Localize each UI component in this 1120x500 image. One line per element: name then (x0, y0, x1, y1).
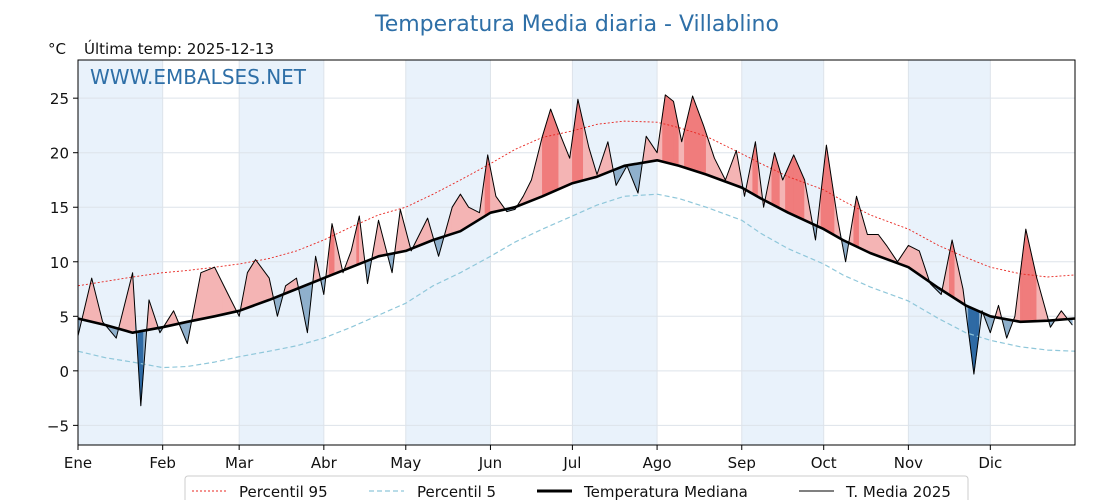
watermark: WWW.EMBALSES.NET (90, 65, 307, 89)
anomaly-fill (544, 118, 549, 196)
anomaly-fill (547, 108, 551, 195)
legend-label-median: Temperatura Mediana (583, 483, 748, 500)
anomaly-fill (208, 267, 213, 318)
anomaly-fill (667, 96, 672, 165)
anomaly-fill (697, 110, 702, 174)
anomaly-fill (875, 234, 879, 257)
x-tick-label: Ene (64, 454, 92, 472)
anomaly-fill (785, 167, 789, 214)
legend-label-p5: Percentil 5 (417, 483, 496, 500)
y-tick-label: 0 (59, 363, 69, 381)
anomaly-fill (255, 258, 259, 306)
x-tick-label: Nov (894, 454, 923, 472)
x-tick-label: Feb (149, 454, 176, 472)
y-tick-label: 5 (59, 308, 69, 326)
y-tick-label: 20 (50, 145, 69, 163)
anomaly-fills (78, 94, 1073, 406)
anomaly-fill (913, 247, 917, 274)
anomaly-fill (457, 193, 461, 233)
x-tick-label: Ago (643, 454, 672, 472)
x-tick-label: Abr (311, 454, 338, 472)
anomaly-fill (217, 272, 221, 317)
legend: Percentil 95 Percentil 5 Temperatura Med… (184, 475, 969, 500)
series-line-p5 (78, 193, 1075, 369)
anomaly-fill (796, 161, 800, 219)
anomaly-fill (790, 154, 794, 216)
anomaly-fill (1025, 228, 1029, 322)
month-band (239, 60, 324, 445)
anomaly-fill (561, 137, 565, 189)
anomaly-fill (249, 262, 254, 308)
month-band (78, 60, 163, 445)
anomaly-fill (252, 258, 256, 307)
axes: −5 0 5 10 15 20 25 Ene Feb Mar Abr May Jun Jul Ago Sep O… (47, 90, 1002, 472)
anomaly-fill (454, 197, 458, 234)
x-tick-label: Dic (978, 454, 1002, 472)
x-tick-label: Oct (811, 454, 837, 472)
legend-label-p95: Percentil 95 (239, 483, 328, 500)
unit-label: °C (48, 40, 66, 58)
anomaly-fill (787, 161, 792, 215)
x-tick-label: May (390, 454, 421, 472)
anomaly-fill (211, 266, 215, 318)
y-tick-label: 25 (50, 90, 69, 108)
anomaly-fill (670, 98, 674, 165)
anomaly-fill (247, 267, 251, 309)
anomaly-fill (700, 117, 704, 175)
anomaly-fill (872, 234, 876, 256)
anomaly-fill (695, 103, 699, 173)
anomaly-fill (550, 108, 554, 194)
anomaly-fill (869, 234, 874, 255)
y-tick-label: −5 (47, 417, 69, 435)
anomaly-fill (577, 99, 581, 183)
legend-box (184, 475, 969, 500)
x-tick-label: Mar (225, 454, 254, 472)
month-bands (78, 60, 991, 445)
series-lines (78, 94, 1075, 407)
chart-title: Temperatura Media diaria - Villablino (374, 12, 779, 37)
month-band (405, 60, 491, 445)
y-tick-label: 10 (50, 254, 69, 272)
plot-frame (77, 59, 1076, 446)
anomaly-fill (200, 271, 204, 320)
anomaly-fill (206, 268, 210, 319)
last-temp-label: Última temp: 2025-12-13 (84, 39, 274, 58)
anomaly-fill (798, 167, 803, 220)
anomaly-fill (462, 197, 467, 231)
anomaly-fill (257, 262, 262, 305)
anomaly-fill (260, 266, 265, 304)
anomaly-fill (214, 267, 218, 317)
anomaly-fill (552, 116, 557, 193)
anomaly-fill (203, 270, 207, 319)
legend-label-current: T. Media 2025 (845, 483, 951, 500)
x-tick-label: Jun (478, 454, 502, 472)
anomaly-fill (263, 269, 267, 303)
anomaly-fill (916, 249, 920, 276)
y-tick-label: 15 (50, 199, 69, 217)
x-tick-label: Jul (562, 454, 581, 472)
anomaly-fill (664, 94, 669, 164)
anomaly-fill (908, 244, 912, 270)
anomaly-fill (801, 173, 805, 221)
grid-lines (77, 60, 1075, 445)
anomaly-fill (793, 154, 797, 217)
anomaly-fill (460, 193, 464, 232)
anomaly-fill (558, 130, 562, 190)
month-band (572, 60, 658, 445)
anomaly-fill (910, 246, 915, 272)
month-band (741, 60, 824, 445)
anomaly-fill (692, 95, 696, 172)
x-tick-label: Sep (728, 454, 756, 472)
anomaly-fill (867, 234, 871, 254)
series-line-median (78, 159, 1075, 334)
series-line-current (78, 94, 1073, 407)
